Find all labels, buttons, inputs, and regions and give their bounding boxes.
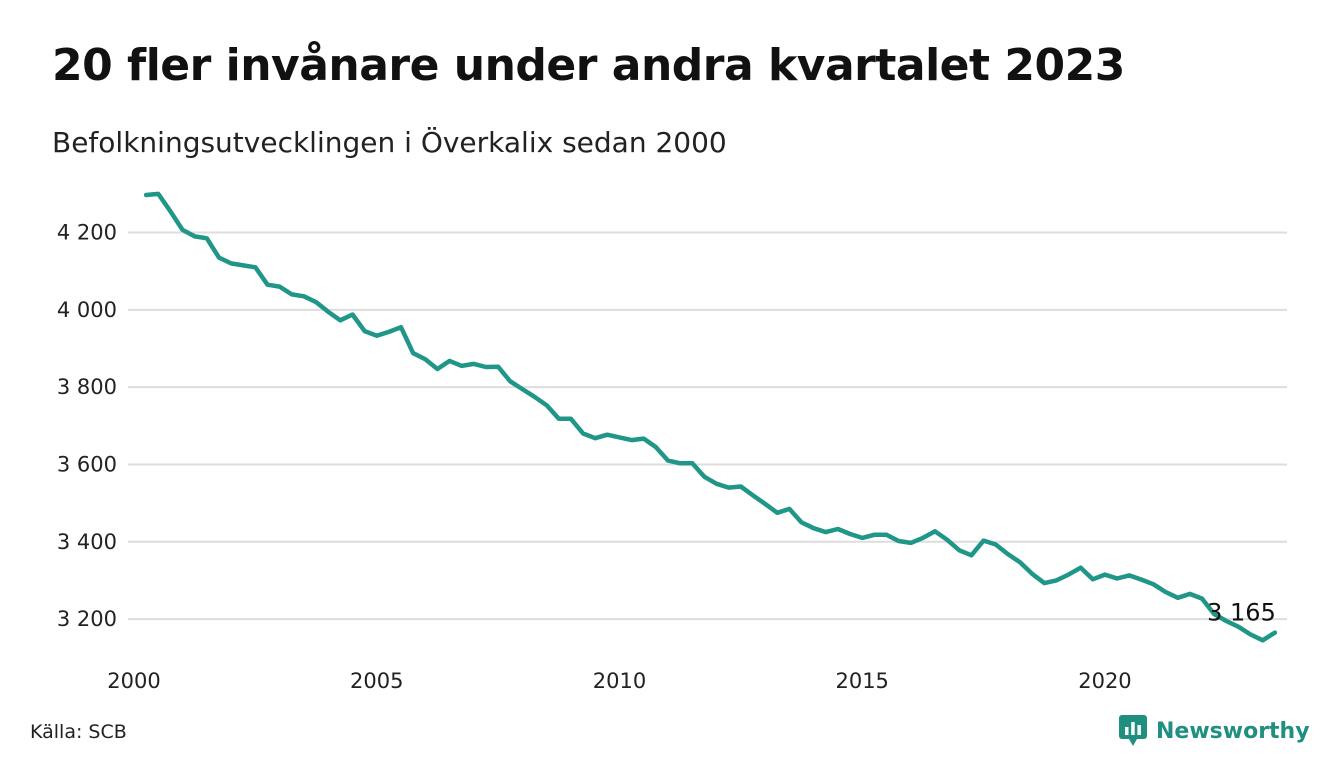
y-tick-label: 4 000 bbox=[57, 298, 117, 322]
x-tick-label: 2010 bbox=[593, 669, 646, 693]
y-tick-label: 3 200 bbox=[57, 607, 117, 631]
x-tick-label: 2000 bbox=[107, 669, 160, 693]
x-axis-ticks: 2000 2005 2010 2015 2020 bbox=[107, 669, 1131, 693]
y-axis-ticks: 3 200 3 400 3 600 3 800 4 000 4 200 bbox=[57, 221, 117, 632]
chart-title: 20 fler invånare under andra kvartalet 2… bbox=[52, 40, 1125, 91]
y-tick-label: 4 200 bbox=[57, 221, 117, 245]
x-tick-label: 2020 bbox=[1078, 669, 1131, 693]
x-tick-label: 2005 bbox=[350, 669, 403, 693]
chart-subtitle: Befolkningsutvecklingen i Överkalix seda… bbox=[52, 126, 727, 159]
series-line bbox=[143, 191, 1278, 643]
y-tick-label: 3 600 bbox=[57, 452, 117, 476]
chart-bubble-icon bbox=[1119, 715, 1147, 746]
source-note: Källa: SCB bbox=[30, 721, 127, 743]
brand-name: Newsworthy bbox=[1156, 718, 1310, 744]
series-layer: 3 165 bbox=[143, 191, 1278, 643]
brand-logo[interactable]: Newsworthy bbox=[1118, 714, 1310, 748]
x-tick-label: 2015 bbox=[835, 669, 888, 693]
end-value-label: 3 165 bbox=[1207, 599, 1276, 627]
y-tick-label: 3 800 bbox=[57, 375, 117, 399]
y-tick-label: 3 400 bbox=[57, 530, 117, 554]
gridlines bbox=[128, 231, 1287, 621]
